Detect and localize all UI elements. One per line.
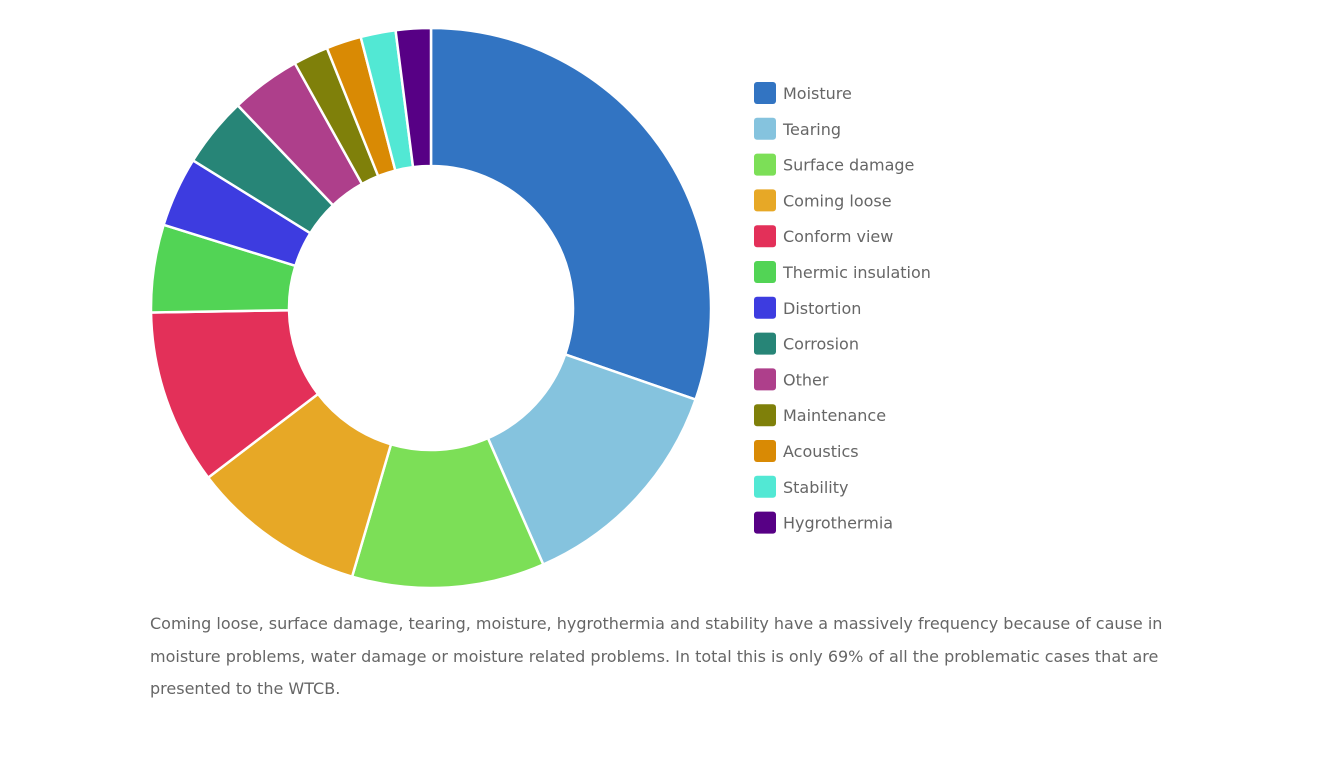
legend-label: Surface damage	[783, 156, 914, 175]
legend-item-thermic-insulation[interactable]: Thermic insulation	[754, 261, 931, 283]
legend-swatch	[754, 440, 776, 462]
legend-item-distortion[interactable]: Distortion	[754, 296, 861, 319]
slice-hygrothermia[interactable]	[394, 26, 433, 169]
slice-moisture[interactable]	[429, 26, 713, 401]
legend-item-hygrothermia[interactable]: Hygrothermia	[754, 511, 893, 534]
legend-swatch	[754, 82, 776, 104]
legend-item-acoustics[interactable]: Acoustics	[754, 440, 859, 462]
legend-label: Stability	[783, 478, 848, 497]
legend-label: Acoustics	[783, 442, 859, 461]
slice-tearing[interactable]	[486, 353, 697, 566]
doughnut-chart: Moisture Tearing Surface damage Coming loos…	[149, 26, 931, 590]
legend-label: Moisture	[783, 84, 852, 103]
slice-surface-damage[interactable]	[350, 436, 545, 590]
chart-caption: Coming loose, surface damage, tearing, m…	[150, 614, 1163, 698]
legend-label: Distortion	[783, 299, 861, 318]
legend-label: Tearing	[782, 120, 841, 139]
chart-legend: Moisture Tearing Surface damage Coming loos…	[754, 82, 931, 534]
legend-item-tearing[interactable]: Tearing	[754, 117, 841, 140]
legend-swatch	[754, 225, 776, 248]
legend-item-conform-view[interactable]: Conform view	[754, 225, 893, 248]
legend-item-stability[interactable]: Stability	[754, 475, 848, 498]
legend-swatch	[754, 475, 776, 498]
legend-swatch	[754, 153, 776, 176]
legend-swatch	[754, 368, 776, 391]
legend-swatch	[754, 261, 776, 283]
legend-swatch	[754, 332, 776, 355]
legend-swatch	[754, 296, 776, 319]
legend-item-maintenance[interactable]: Maintenance	[754, 404, 886, 427]
legend-item-coming-loose[interactable]: Coming loose	[754, 189, 892, 212]
legend-label: Coming loose	[783, 191, 892, 210]
legend-label: Thermic insulation	[782, 263, 931, 282]
legend-label: Corrosion	[783, 335, 859, 354]
legend-swatch	[754, 511, 776, 534]
legend-swatch	[754, 404, 776, 427]
legend-item-moisture[interactable]: Moisture	[754, 82, 852, 104]
legend-label: Conform view	[783, 227, 893, 246]
legend-swatch	[754, 189, 776, 212]
legend-item-corrosion[interactable]: Corrosion	[754, 332, 859, 355]
legend-item-other[interactable]: Other	[754, 368, 829, 391]
legend-swatch	[754, 117, 776, 140]
legend-label: Hygrothermia	[783, 514, 893, 533]
legend-item-surface-damage[interactable]: Surface damage	[754, 153, 914, 176]
legend-label: Maintenance	[783, 406, 886, 425]
chart-slices	[149, 26, 713, 590]
legend-label: Other	[783, 370, 829, 389]
